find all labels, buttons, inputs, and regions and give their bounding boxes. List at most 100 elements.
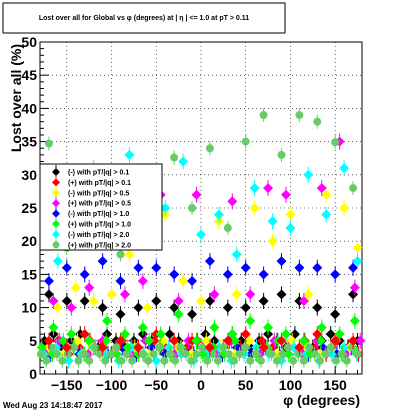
- y-axis-title: Lost over all (%): [8, 44, 24, 152]
- legend-marker: [52, 241, 60, 249]
- series-point: [133, 342, 144, 353]
- series-point: [43, 289, 54, 300]
- series-point: [119, 289, 130, 300]
- low-band-point: [203, 356, 212, 365]
- series-point: [330, 269, 341, 280]
- series-point: [348, 335, 359, 346]
- series-point: [294, 262, 305, 273]
- low-band-point: [106, 350, 115, 359]
- legend-marker: [52, 230, 60, 239]
- low-band-point: [101, 335, 112, 346]
- series-point: [231, 249, 242, 260]
- low-band-point: [256, 356, 265, 365]
- y-tick-label: 5: [29, 333, 37, 349]
- series-point: [43, 335, 54, 346]
- series-point: [169, 269, 180, 280]
- legend-marker: [52, 220, 60, 228]
- low-band-point: [63, 355, 74, 366]
- low-band-point: [47, 343, 56, 352]
- series-point: [44, 139, 53, 148]
- chart-title: Lost over all for Global vs φ (degrees) …: [39, 15, 249, 22]
- series-point: [61, 342, 72, 353]
- low-band-point: [102, 329, 113, 340]
- legend-label: (-) with pT/|q| > 1.0: [68, 211, 129, 218]
- low-band-point: [52, 350, 61, 359]
- low-band-point: [95, 350, 104, 359]
- series-point: [178, 276, 189, 287]
- low-band-point: [289, 356, 298, 365]
- low-band-point: [144, 335, 155, 346]
- low-band-point: [244, 335, 255, 346]
- series-point: [339, 203, 350, 213]
- low-band-point: [209, 335, 220, 346]
- axis-ticks: −150 −100 −50 0 50 100 150 0 5 10 15 20 25 30 35 40 45 50: [21, 34, 359, 393]
- low-band-point: [154, 343, 163, 352]
- series-point: [249, 203, 260, 213]
- low-band-point: [294, 350, 303, 359]
- series-point: [276, 289, 287, 300]
- legend-marker: [52, 199, 60, 208]
- y-tick-label: 10: [21, 300, 37, 316]
- series-point: [312, 329, 323, 340]
- low-band-point: [112, 343, 121, 352]
- low-band-point: [321, 350, 330, 359]
- low-band-point: [74, 356, 83, 365]
- series-point: [349, 282, 360, 293]
- series-point: [213, 209, 224, 220]
- low-band-point: [181, 350, 190, 359]
- series-point: [116, 250, 125, 259]
- series-point: [169, 302, 180, 313]
- low-band-point: [348, 343, 357, 352]
- series-point: [137, 276, 148, 287]
- x-tick-label: −50: [144, 377, 168, 393]
- low-band-point: [353, 350, 362, 359]
- series-point: [313, 117, 322, 126]
- low-band-point: [128, 356, 137, 365]
- low-band-point: [200, 329, 211, 340]
- low-band-point: [111, 349, 122, 360]
- low-band-point: [36, 350, 45, 359]
- series-point: [298, 335, 309, 346]
- low-band-point: [197, 349, 208, 360]
- legend: (-) with pT/|q| > 0.1 (+) with pT/|q| > 0…: [39, 163, 163, 252]
- low-band-point: [332, 356, 341, 365]
- series-point: [48, 295, 59, 306]
- series-point: [349, 184, 358, 193]
- low-band-point: [315, 335, 326, 346]
- low-band-point: [138, 350, 147, 359]
- series-point: [70, 282, 81, 293]
- low-band-point: [251, 350, 260, 359]
- series-point: [178, 156, 189, 167]
- series-point: [204, 295, 215, 306]
- series-point: [276, 335, 287, 346]
- series-point: [349, 315, 360, 326]
- low-band-point: [42, 356, 51, 365]
- x-tick-label: 50: [238, 377, 254, 393]
- series-point: [240, 302, 251, 313]
- low-band-point: [283, 343, 292, 352]
- series-point: [169, 335, 180, 346]
- series-point: [97, 256, 108, 267]
- series-point: [187, 276, 198, 287]
- series-point: [191, 189, 202, 200]
- series-point: [124, 149, 135, 160]
- low-band-point: [326, 343, 335, 352]
- series-point: [196, 295, 206, 306]
- series-point: [285, 222, 296, 233]
- legend-label: (-) with pT/|q| > 0.5: [68, 190, 129, 197]
- series-point: [249, 183, 260, 194]
- data-marks: [36, 108, 366, 369]
- series-point: [285, 209, 296, 220]
- series-point: [155, 329, 166, 340]
- series-point: [316, 183, 327, 194]
- low-band-point: [315, 356, 324, 365]
- series-point: [316, 322, 327, 333]
- legend-label: (-) with pT/|q| > 0.1: [68, 170, 129, 177]
- series-point: [106, 289, 117, 300]
- y-tick-label: 35: [21, 134, 37, 150]
- low-band-point: [85, 356, 94, 365]
- series-point: [277, 150, 286, 159]
- low-band-point: [246, 349, 257, 360]
- series-point: [303, 289, 314, 300]
- low-band-point: [122, 342, 133, 353]
